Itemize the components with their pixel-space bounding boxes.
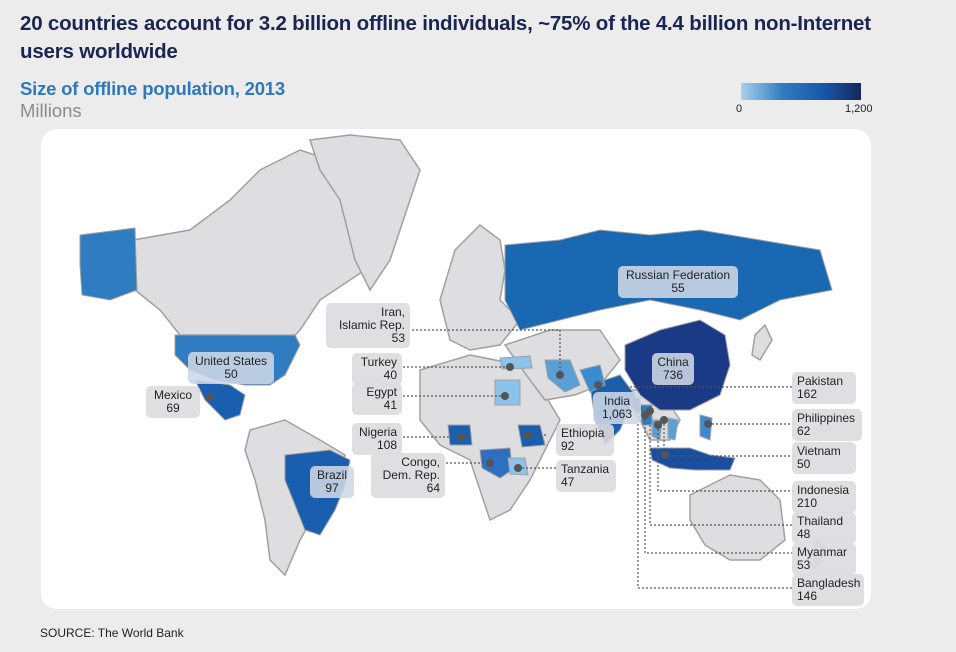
vietnam xyxy=(667,417,679,441)
label-turkey: Turkey 40 xyxy=(352,353,402,385)
label-bangladesh: Bangladesh 146 xyxy=(792,574,864,606)
egypt xyxy=(494,379,521,406)
label-congo: Congo, Dem. Rep. 64 xyxy=(371,453,445,498)
label-ethiopia: Ethiopia 92 xyxy=(556,424,614,456)
chart-title: 20 countries account for 3.2 billion off… xyxy=(20,12,871,63)
label-pakistan: Pakistan 162 xyxy=(792,372,856,404)
legend-max-label: 1,200 xyxy=(845,103,873,115)
source-note: SOURCE: The World Bank xyxy=(40,626,184,640)
label-vietnam: Vietnam 50 xyxy=(792,442,856,474)
label-united-states: United States 50 xyxy=(188,352,274,384)
label-iran: Iran, Islamic Rep. 53 xyxy=(326,303,410,348)
label-brazil: Brazil 97 xyxy=(310,466,354,498)
label-myanmar: Myanmar 53 xyxy=(792,543,856,575)
europe xyxy=(439,224,522,351)
label-thailand: Thailand 48 xyxy=(792,512,856,544)
label-indonesia: Indonesia 210 xyxy=(792,481,856,513)
alaska xyxy=(79,227,138,301)
label-nigeria: Nigeria 108 xyxy=(352,423,402,455)
greenland xyxy=(308,134,421,292)
map-panel xyxy=(41,129,871,609)
philippines xyxy=(699,414,713,441)
legend-min-label: 0 xyxy=(736,103,743,115)
world-map xyxy=(79,134,833,589)
label-mexico: Mexico 69 xyxy=(146,386,200,418)
label-egypt: Egypt 41 xyxy=(352,383,402,415)
dr-congo xyxy=(479,447,513,479)
mexico xyxy=(194,379,246,421)
japan xyxy=(751,323,773,362)
label-tanzania: Tanzania 47 xyxy=(556,460,616,492)
label-russian-federation: Russian Federation 55 xyxy=(618,266,738,298)
label-philippines: Philippines 62 xyxy=(792,409,862,441)
indonesia xyxy=(649,447,736,471)
label-china: China 736 xyxy=(652,353,694,385)
australia xyxy=(689,474,786,561)
units-label: Millions xyxy=(20,100,82,121)
legend-color-bar xyxy=(741,83,861,100)
label-india: India 1,063 xyxy=(593,392,641,424)
chart-subtitle: Size of offline population, 2013 xyxy=(20,78,285,99)
